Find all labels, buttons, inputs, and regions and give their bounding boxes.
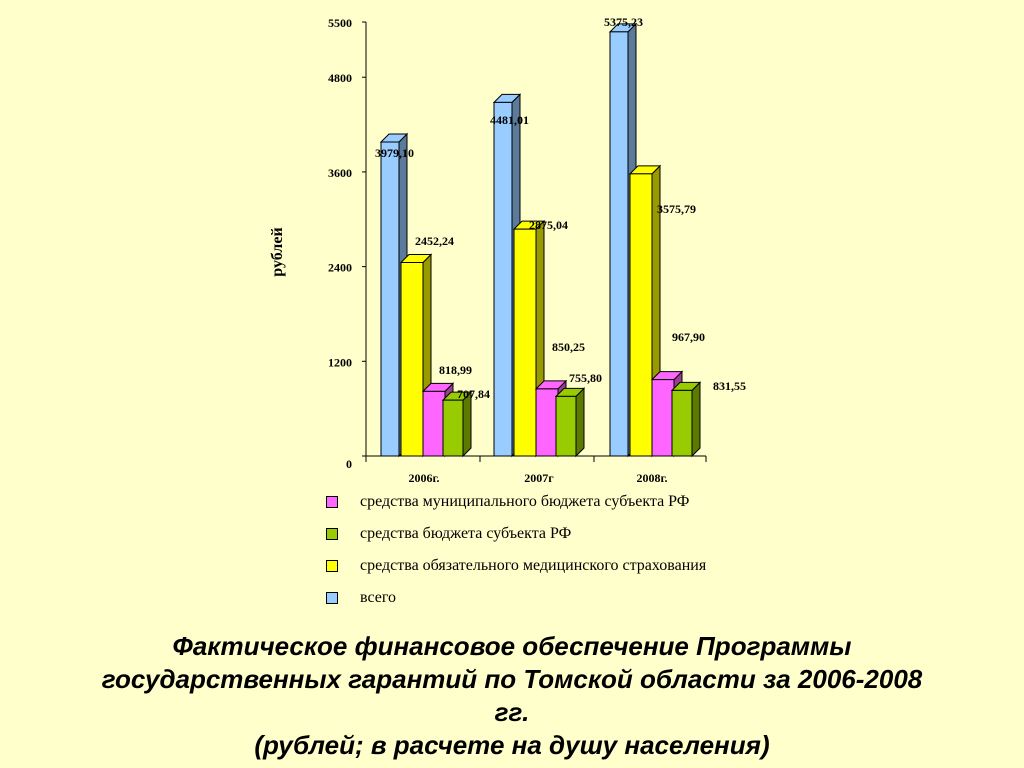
data-label: 4481,01 bbox=[490, 113, 529, 127]
bar-2 bbox=[535, 388, 559, 457]
bar-1 bbox=[513, 228, 537, 457]
chart: 0 1200 2400 3600 4800 5500 рублей 3979,10 4481,0… bbox=[269, 15, 746, 485]
legend-item-total: всего bbox=[326, 589, 846, 609]
caption-line-1: Фактическое финансовое обеспечение Прогр… bbox=[172, 631, 852, 661]
bar-2 bbox=[422, 390, 446, 457]
bar-side-3 bbox=[575, 387, 585, 458]
bar-0 bbox=[493, 101, 513, 457]
data-label: 818,99 bbox=[439, 363, 472, 377]
bar-0 bbox=[380, 141, 400, 457]
bar-3 bbox=[671, 389, 693, 457]
legend-swatch-regional bbox=[326, 528, 338, 540]
data-label: 850,25 bbox=[552, 340, 585, 354]
y-tick-label: 4800 bbox=[328, 71, 352, 85]
data-label: 707,84 bbox=[457, 387, 490, 401]
bar-1 bbox=[400, 261, 424, 457]
x-tick-label: 2008г. bbox=[636, 471, 667, 485]
bar-side-3 bbox=[462, 390, 472, 458]
legend-swatch-insurance bbox=[326, 560, 338, 572]
bar-2 bbox=[651, 379, 675, 457]
caption-line-4: (рублей; в расчете на душу населения) bbox=[254, 730, 770, 760]
legend-item-regional: средства бюджета субъекта РФ bbox=[326, 525, 846, 545]
data-label: 755,80 bbox=[569, 371, 602, 385]
legend-label-regional: средства бюджета субъекта РФ bbox=[360, 525, 572, 542]
data-label: 967,90 bbox=[672, 330, 705, 344]
bar-0 bbox=[609, 31, 629, 457]
data-label: 3575,79 bbox=[657, 202, 696, 216]
y-tick-label: 0 bbox=[346, 457, 352, 471]
legend-label-total: всего bbox=[360, 589, 397, 606]
y-tick-label: 2400 bbox=[328, 261, 352, 275]
legend-label-insurance: средства обязательного медицинского стра… bbox=[360, 557, 707, 574]
data-label: 2875,04 bbox=[529, 218, 568, 232]
bar-side-3 bbox=[691, 381, 701, 458]
y-axis-label: рублей bbox=[269, 227, 286, 276]
y-tick-label: 1200 bbox=[328, 355, 352, 369]
x-tick-label: 2006г. bbox=[408, 471, 439, 485]
bar-1 bbox=[629, 173, 653, 457]
y-tick-label: 5500 bbox=[328, 16, 352, 30]
data-label: 5375,23 bbox=[604, 15, 643, 29]
bar-3 bbox=[442, 399, 464, 457]
legend-item-insurance: средства обязательного медицинского стра… bbox=[326, 557, 846, 577]
bar-3 bbox=[555, 395, 577, 457]
data-label: 3979,10 bbox=[375, 146, 414, 160]
caption-line-2: государственных гарантий по Томской обла… bbox=[101, 664, 923, 694]
data-label: 831,55 bbox=[713, 379, 746, 393]
legend-item-municipal: средства муниципального бюджета субъекта… bbox=[326, 493, 846, 513]
y-tick-label: 3600 bbox=[328, 166, 352, 180]
chart-caption: Фактическое финансовое обеспечение Прогр… bbox=[0, 630, 1024, 762]
x-tick-label: 2007г bbox=[524, 471, 554, 485]
legend-swatch-total bbox=[326, 592, 338, 604]
legend-label-municipal: средства муниципального бюджета субъекта… bbox=[360, 493, 690, 510]
legend-swatch-municipal bbox=[326, 496, 338, 508]
caption-line-3: гг. bbox=[494, 697, 530, 727]
data-label: 2452,24 bbox=[415, 234, 454, 248]
